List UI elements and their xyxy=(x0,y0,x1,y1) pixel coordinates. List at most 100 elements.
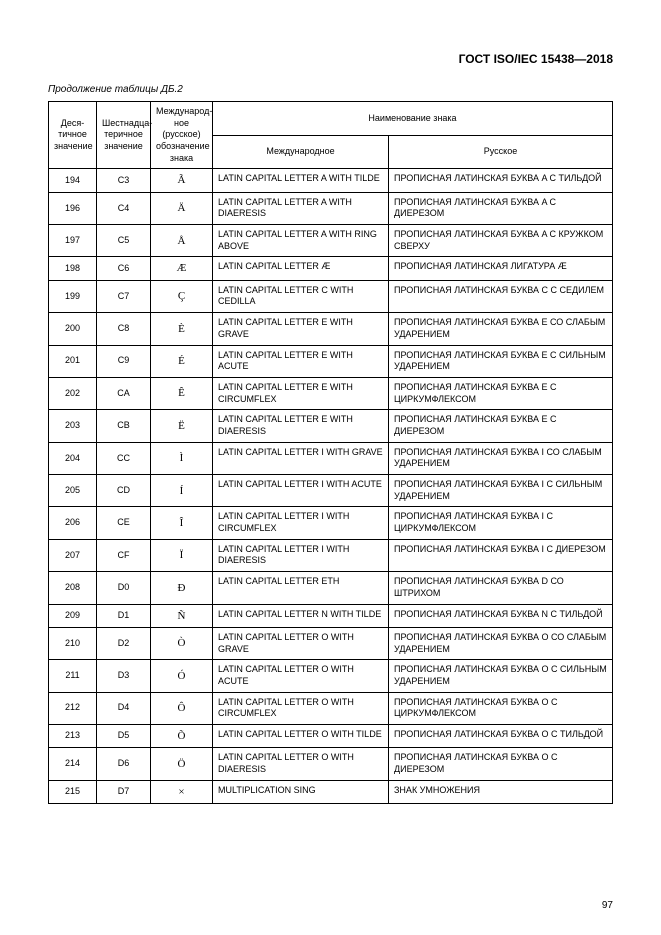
cell-decimal: 208 xyxy=(49,572,97,604)
cell-russian: ПРОПИСНАЯ ЛАТИНСКАЯ ЛИГАТУ­РА Æ xyxy=(389,257,613,280)
cell-russian: ПРОПИСНАЯ ЛАТИНСКАЯ БУКВА I С ЦИРКУМФЛЕК… xyxy=(389,507,613,539)
cell-hex: C8 xyxy=(97,313,151,345)
cell-decimal: 206 xyxy=(49,507,97,539)
table-row: 198C6ÆLATIN CAPITAL LETTER ÆПРОПИСНАЯ ЛА… xyxy=(49,257,613,280)
cell-symbol: Í xyxy=(151,475,213,507)
cell-hex: CE xyxy=(97,507,151,539)
cell-russian: ПРОПИСНАЯ ЛАТИНСКАЯ БУКВА A С ТИЛЬДОЙ xyxy=(389,169,613,192)
cell-decimal: 199 xyxy=(49,280,97,312)
cell-hex: CA xyxy=(97,377,151,409)
cell-russian: ПРОПИСНАЯ ЛАТИНСКАЯ БУКВА N С ТИЛЬДОЙ xyxy=(389,604,613,627)
cell-hex: C9 xyxy=(97,345,151,377)
table-row: 208D0ÐLATIN CAPITAL LETTER ETHПРОПИСНАЯ … xyxy=(49,572,613,604)
cell-symbol: Ñ xyxy=(151,604,213,627)
cell-russian: ПРОПИСНАЯ ЛАТИНСКАЯ БУКВА E С ДИЕРЕЗОМ xyxy=(389,410,613,442)
cell-decimal: 213 xyxy=(49,724,97,747)
cell-hex: C5 xyxy=(97,225,151,257)
cell-decimal: 212 xyxy=(49,692,97,724)
cell-hex: C3 xyxy=(97,169,151,192)
cell-hex: D0 xyxy=(97,572,151,604)
cell-international: MULTIPLICATION SING xyxy=(213,780,389,803)
cell-hex: D4 xyxy=(97,692,151,724)
cell-international: LATIN CAPITAL LETTER O WITH GRAVE xyxy=(213,627,389,659)
cell-symbol: Å xyxy=(151,225,213,257)
cell-international: LATIN CAPITAL LETTER E WITH ACUTE xyxy=(213,345,389,377)
cell-hex: D1 xyxy=(97,604,151,627)
table-caption: Продолжение таблицы ДБ.2 xyxy=(48,84,613,95)
cell-symbol: Ð xyxy=(151,572,213,604)
th-hex: Шестнадца­теричное значение xyxy=(97,102,151,169)
cell-hex: D5 xyxy=(97,724,151,747)
table-row: 202CAÊLATIN CAPITAL LETTER E WITH CIRCUM… xyxy=(49,377,613,409)
cell-russian: ПРОПИСНАЯ ЛАТИНСКАЯ БУКВА C С СЕДИЛЕМ xyxy=(389,280,613,312)
table-row: 197C5ÅLATIN CAPITAL LETTER A WITH RING A… xyxy=(49,225,613,257)
table-row: 209D1ÑLATIN CAPITAL LETTER N WITH TILDEП… xyxy=(49,604,613,627)
cell-hex: C6 xyxy=(97,257,151,280)
cell-decimal: 202 xyxy=(49,377,97,409)
cell-international: LATIN CAPITAL LETTER E WITH DIAERESIS xyxy=(213,410,389,442)
cell-russian: ПРОПИСНАЯ ЛАТИНСКАЯ БУКВА E СО СЛАБЫМ УД… xyxy=(389,313,613,345)
cell-decimal: 197 xyxy=(49,225,97,257)
cell-international: LATIN CAPITAL LETTER E WITH CIRCUMFLEX xyxy=(213,377,389,409)
cell-decimal: 198 xyxy=(49,257,97,280)
character-table: Деся­тичное значение Шестнадца­теричное … xyxy=(48,101,613,804)
table-row: 212D4ÔLATIN CAPITAL LETTER O WITH CIRCUM… xyxy=(49,692,613,724)
cell-russian: ПРОПИСНАЯ ЛАТИНСКАЯ БУКВА O С ТИЛЬДОЙ xyxy=(389,724,613,747)
table-row: 201C9ÉLATIN CAPITAL LETTER E WITH ACUTEП… xyxy=(49,345,613,377)
table-row: 211D3ÓLATIN CAPITAL LETTER O WITH ACUTEП… xyxy=(49,660,613,692)
cell-decimal: 201 xyxy=(49,345,97,377)
cell-decimal: 194 xyxy=(49,169,97,192)
th-symbol: Международ­ное (русское) обозначение зна… xyxy=(151,102,213,169)
cell-international: LATIN CAPITAL LETTER I WITH CIRCUMFLEX xyxy=(213,507,389,539)
page-number: 97 xyxy=(602,900,613,911)
cell-symbol: É xyxy=(151,345,213,377)
cell-symbol: × xyxy=(151,780,213,803)
cell-symbol: Ï xyxy=(151,539,213,571)
cell-symbol: Ë xyxy=(151,410,213,442)
cell-russian: ПРОПИСНАЯ ЛАТИНСКАЯ БУКВА A С ДИЕРЕЗОМ xyxy=(389,192,613,224)
table-row: 194C3ÃLATIN CAPITAL LETTER A WITH TILDEП… xyxy=(49,169,613,192)
cell-russian: ПРОПИСНАЯ ЛАТИНСКАЯ БУКВА I С ДИЕРЕЗОМ xyxy=(389,539,613,571)
cell-symbol: Ô xyxy=(151,692,213,724)
cell-russian: ПРОПИСНАЯ ЛАТИНСКАЯ БУКВА O С СИЛЬНЫМ УД… xyxy=(389,660,613,692)
table-row: 206CEÎLATIN CAPITAL LETTER I WITH CIRCUM… xyxy=(49,507,613,539)
cell-symbol: Õ xyxy=(151,724,213,747)
cell-decimal: 209 xyxy=(49,604,97,627)
cell-russian: ПРОПИСНАЯ ЛАТИНСКАЯ БУКВА I С СИЛЬНЫМ УД… xyxy=(389,475,613,507)
cell-symbol: Ó xyxy=(151,660,213,692)
cell-decimal: 196 xyxy=(49,192,97,224)
cell-hex: D3 xyxy=(97,660,151,692)
table-row: 205CDÍLATIN CAPITAL LETTER I WITH ACUTEП… xyxy=(49,475,613,507)
th-decimal: Деся­тичное значение xyxy=(49,102,97,169)
cell-international: LATIN CAPITAL LETTER I WITH DIAERESIS xyxy=(213,539,389,571)
cell-hex: C7 xyxy=(97,280,151,312)
cell-hex: C4 xyxy=(97,192,151,224)
cell-decimal: 205 xyxy=(49,475,97,507)
cell-decimal: 203 xyxy=(49,410,97,442)
cell-russian: ЗНАК УМНОЖЕНИЯ xyxy=(389,780,613,803)
cell-symbol: Ò xyxy=(151,627,213,659)
table-row: 213D5ÕLATIN CAPITAL LETTER O WITH TILDEП… xyxy=(49,724,613,747)
cell-russian: ПРОПИСНАЯ ЛАТИНСКАЯ БУКВА D СО ШТРИХОМ xyxy=(389,572,613,604)
table-row: 207CFÏLATIN CAPITAL LETTER I WITH DIAERE… xyxy=(49,539,613,571)
cell-russian: ПРОПИСНАЯ ЛАТИНСКАЯ БУКВА O СО СЛАБЫМ УД… xyxy=(389,627,613,659)
cell-symbol: Ã xyxy=(151,169,213,192)
cell-international: LATIN CAPITAL LETTER N WITH TILDE xyxy=(213,604,389,627)
cell-russian: ПРОПИСНАЯ ЛАТИНСКАЯ БУКВА I СО СЛАБЫМ УД… xyxy=(389,442,613,474)
table-row: 210D2ÒLATIN CAPITAL LETTER O WITH GRAVEП… xyxy=(49,627,613,659)
cell-hex: CD xyxy=(97,475,151,507)
table-row: 200C8ÈLATIN CAPITAL LETTER E WITH GRAVEП… xyxy=(49,313,613,345)
cell-international: LATIN CAPITAL LETTER I WITH GRAVE xyxy=(213,442,389,474)
cell-symbol: Æ xyxy=(151,257,213,280)
cell-symbol: Ä xyxy=(151,192,213,224)
cell-russian: ПРОПИСНАЯ ЛАТИНСКАЯ БУКВА O С ДИЕРЕЗОМ xyxy=(389,748,613,780)
table-row: 203CBËLATIN CAPITAL LETTER E WITH DIAERE… xyxy=(49,410,613,442)
cell-symbol: Î xyxy=(151,507,213,539)
cell-decimal: 211 xyxy=(49,660,97,692)
table-body: 194C3ÃLATIN CAPITAL LETTER A WITH TILDEП… xyxy=(49,169,613,803)
cell-hex: CB xyxy=(97,410,151,442)
cell-international: LATIN CAPITAL LETTER C WITH CEDILLA xyxy=(213,280,389,312)
cell-hex: CC xyxy=(97,442,151,474)
cell-symbol: Ö xyxy=(151,748,213,780)
cell-international: LATIN CAPITAL LETTER O WITH DIAERESIS xyxy=(213,748,389,780)
